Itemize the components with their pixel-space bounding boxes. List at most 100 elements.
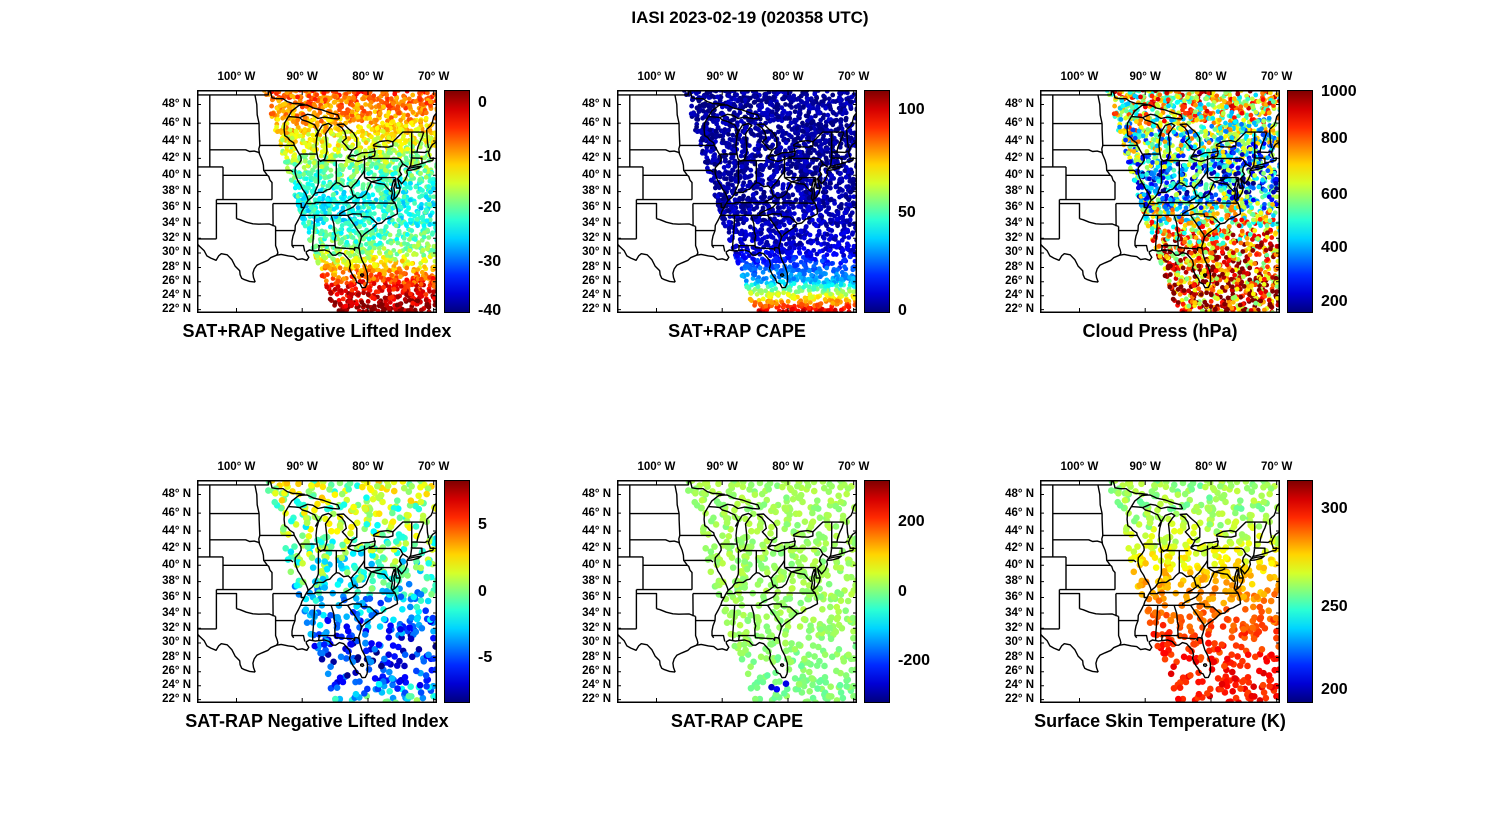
lat-tick-label: 42° N — [1005, 151, 1034, 164]
state-border-lines — [197, 480, 437, 679]
lat-tick-label: 34° N — [1005, 606, 1034, 619]
lat-tick-label: 40° N — [582, 168, 611, 181]
lat-tick-label: 32° N — [582, 621, 611, 634]
lat-tick-label: 22° N — [162, 303, 191, 316]
lat-tick-label: 28° N — [1005, 261, 1034, 273]
lat-tick-label: 24° N — [1005, 679, 1034, 692]
lat-tick-label: 38° N — [162, 185, 191, 198]
state-border-lines — [197, 90, 437, 289]
lat-tick-label: 46° N — [582, 506, 611, 519]
colorbar-tick-label: 0 — [898, 301, 907, 319]
lat-tick-label: 46° N — [162, 506, 191, 519]
panel-sat-rap-cape: 100° W 90° W 80° W 70° W 48° N 46° N 44° N 42° … — [582, 461, 930, 731]
state-border-lines — [617, 480, 857, 679]
lat-tick-label: 34° N — [582, 606, 611, 619]
lat-tick-label: 38° N — [582, 185, 611, 198]
lat-tick-label: 34° N — [582, 216, 611, 229]
lat-tick-label: 44° N — [162, 524, 191, 537]
lon-tick-label: 90° W — [286, 71, 318, 83]
lat-tick-label: 22° N — [162, 693, 191, 706]
lon-tick-label: 90° W — [706, 461, 738, 473]
lat-tick-label: 44° N — [582, 134, 611, 147]
scatter-layer-sat-rap-negative-lifted-index — [197, 480, 437, 703]
colorbar-tick-label: 0 — [478, 94, 487, 112]
lat-tick-label: 42° N — [162, 541, 191, 554]
lon-tick-label: 100° W — [217, 461, 256, 473]
axis-ticks — [1040, 480, 1280, 703]
lon-tick-label: 70° W — [417, 71, 450, 83]
colorbar-sat-rap-cape — [864, 480, 890, 703]
lat-tick-label: 44° N — [1005, 134, 1034, 147]
map-borders-surface-skin-temperature-k — [1040, 480, 1280, 703]
lon-tick-label: 80° W — [772, 71, 804, 83]
map-borders-sat-rap-negative-lifted-index — [197, 480, 437, 703]
lat-tick-label: 48° N — [582, 97, 611, 110]
lat-tick-label: 22° N — [582, 303, 611, 316]
lat-tick-label: 42° N — [1005, 541, 1034, 554]
map-borders-sat-rap-negative-lifted-index — [197, 90, 437, 313]
lon-tick-label: 100° W — [637, 461, 676, 473]
colorbar-tick-label: 50 — [898, 203, 916, 221]
colorbar-tick-label: -200 — [898, 651, 931, 669]
axis-ticks — [617, 90, 857, 313]
lat-tick-label: 48° N — [1005, 487, 1034, 500]
lat-tick-label: 40° N — [162, 168, 191, 181]
map-borders-sat-rap-cape — [617, 90, 857, 313]
axes-frame — [1040, 90, 1280, 313]
lat-tick-label: 22° N — [1005, 693, 1034, 706]
map-borders-cloud-press-hpa — [1040, 90, 1280, 313]
lat-tick-label: 26° N — [162, 665, 191, 678]
state-border-lines — [1040, 480, 1280, 679]
lon-tick-label: 90° W — [1129, 461, 1161, 473]
lat-tick-label: 26° N — [1005, 275, 1034, 288]
lon-tick-label: 80° W — [352, 71, 384, 83]
panel-title-surface-skin-temperature-k: Surface Skin Temperature (K) — [1034, 711, 1286, 731]
lat-tick-label: 28° N — [1005, 651, 1034, 663]
lat-tick-label: 22° N — [582, 693, 611, 706]
lat-tick-label: 34° N — [162, 606, 191, 619]
axis-ticks — [1040, 90, 1280, 313]
lat-tick-label: 26° N — [162, 275, 191, 288]
lat-tick-label: 48° N — [162, 97, 191, 110]
axes-frame — [617, 90, 857, 313]
axis-ticks — [197, 480, 437, 703]
colorbar-tick-label: -30 — [478, 252, 502, 270]
colorbar-tick-label: 250 — [1321, 598, 1348, 616]
lon-tick-label: 70° W — [417, 461, 450, 473]
panel-title-sat-rap-negative-lifted-index: SAT+RAP Negative Lifted Index — [182, 321, 452, 341]
colorbar-surface-skin-temperature-k — [1287, 480, 1313, 703]
lat-tick-label: 28° N — [162, 261, 191, 273]
lat-tick-label: 30° N — [162, 636, 191, 649]
lat-tick-label: 26° N — [582, 665, 611, 678]
lat-tick-label: 46° N — [1005, 506, 1034, 519]
colorbar-sat-rap-cape — [864, 90, 890, 313]
lon-tick-label: 100° W — [637, 71, 676, 83]
lat-tick-label: 42° N — [582, 151, 611, 164]
state-border-lines — [617, 90, 857, 289]
axes-frame — [1040, 480, 1280, 703]
lat-tick-label: 28° N — [582, 651, 611, 663]
colorbar-tick-label: -20 — [478, 199, 502, 217]
lat-tick-label: 36° N — [1005, 201, 1034, 213]
lat-tick-label: 48° N — [162, 487, 191, 500]
colorbar-tick-label: 600 — [1321, 185, 1348, 203]
lat-tick-label: 36° N — [582, 201, 611, 213]
lon-tick-label: 90° W — [286, 461, 318, 473]
lat-tick-label: 48° N — [582, 487, 611, 500]
lat-tick-label: 48° N — [1005, 97, 1034, 110]
lon-tick-label: 70° W — [837, 71, 870, 83]
lon-tick-label: 100° W — [217, 71, 256, 83]
lon-tick-label: 80° W — [1195, 461, 1227, 473]
lon-tick-label: 100° W — [1060, 71, 1099, 83]
lat-tick-label: 34° N — [162, 216, 191, 229]
colorbar-tick-label: 300 — [1321, 499, 1348, 517]
lat-tick-label: 36° N — [1005, 591, 1034, 603]
colorbar-tick-label: 1000 — [1321, 83, 1357, 101]
scatter-layer-sat-rap-cape — [617, 480, 857, 703]
panel-title-sat-rap-cape: SAT-RAP CAPE — [670, 711, 804, 731]
colorbar-tick-label: 5 — [478, 515, 487, 533]
colorbar-tick-label: 200 — [1321, 292, 1348, 310]
lat-tick-label: 26° N — [582, 275, 611, 288]
lat-tick-label: 40° N — [1005, 168, 1034, 181]
